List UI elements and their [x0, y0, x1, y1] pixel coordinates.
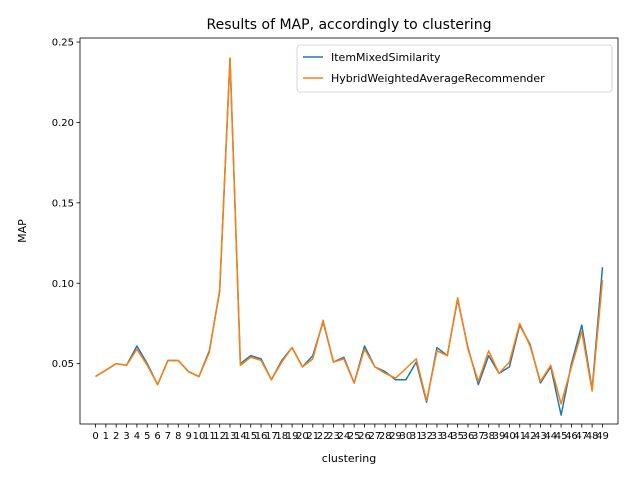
x-tick-label: 27 — [368, 431, 381, 442]
x-tick-label: 48 — [586, 431, 599, 442]
x-tick-label: 34 — [441, 431, 454, 442]
x-tick-label: 47 — [575, 431, 588, 442]
axes-layer: 0 1 2 3 4 5 6 7 8 9 101112131415161718192021222324… — [52, 37, 619, 442]
series-line-1 — [95, 57, 604, 405]
chart-title: Results of MAP, accordingly to clusterin… — [207, 17, 492, 33]
y-tick-label: 0.15 — [52, 198, 74, 209]
x-tick-label: 42 — [524, 431, 537, 442]
x-tick-label: 44 — [544, 431, 557, 442]
x-tick-label: 8 — [175, 431, 181, 442]
x-tick-label: 29 — [389, 431, 402, 442]
x-tick-label: 39 — [493, 431, 506, 442]
x-tick-label: 18 — [275, 431, 288, 442]
x-tick-label: 20 — [296, 431, 309, 442]
x-tick-label: 21 — [306, 431, 319, 442]
x-tick-label: 49 — [596, 431, 609, 442]
x-tick-label: 37 — [472, 431, 485, 442]
plot-frame — [79, 37, 619, 425]
x-tick-label: 10 — [193, 431, 206, 442]
x-tick-label: 28 — [379, 431, 392, 442]
x-tick-label: 30 — [400, 431, 413, 442]
legend-label-0: ItemMixedSimilarity — [331, 51, 441, 64]
x-tick-label: 26 — [358, 431, 371, 442]
x-tick-label: 15 — [244, 431, 257, 442]
x-tick-label: 23 — [327, 431, 340, 442]
x-tick-label: 14 — [234, 431, 247, 442]
y-tick-label: 0.10 — [52, 279, 74, 290]
x-tick-label: 12 — [213, 431, 226, 442]
legend-label-1: HybridWeightedAverageRecommender — [331, 72, 545, 85]
x-axis-label: clustering — [322, 452, 376, 465]
x-tick-label: 9 — [185, 431, 191, 442]
y-tick-label: 0.05 — [52, 359, 74, 370]
x-tick-label: 35 — [451, 431, 464, 442]
x-tick-label: 25 — [348, 431, 361, 442]
x-tick-label: 1 — [103, 431, 109, 442]
x-tick-label: 4 — [134, 431, 140, 442]
y-tick-label: 0.20 — [52, 118, 74, 129]
x-tick-label: 19 — [286, 431, 299, 442]
x-tick-label: 31 — [410, 431, 423, 442]
legend-box — [296, 44, 613, 93]
x-tick-label: 45 — [555, 431, 568, 442]
plot-layer — [95, 57, 604, 416]
x-tick-label: 33 — [431, 431, 444, 442]
x-tick-label: 7 — [165, 431, 171, 442]
y-axis-label: MAP — [16, 219, 29, 243]
x-tick-label: 36 — [462, 431, 475, 442]
x-tick-label: 6 — [154, 431, 160, 442]
x-tick-label: 38 — [482, 431, 495, 442]
x-tick-label: 11 — [203, 431, 216, 442]
x-tick-label: 40 — [503, 431, 516, 442]
x-tick-label: 43 — [534, 431, 547, 442]
x-tick-label: 2 — [113, 431, 119, 442]
x-tick-label: 22 — [317, 431, 330, 442]
x-tick-label: 13 — [224, 431, 237, 442]
x-tick-label: 24 — [337, 431, 350, 442]
x-tick-label: 46 — [565, 431, 578, 442]
x-tick-label: 3 — [123, 431, 129, 442]
x-tick-label: 16 — [255, 431, 268, 442]
legend: ItemMixedSimilarity HybridWeightedAverage… — [296, 44, 613, 93]
x-tick-label: 5 — [144, 431, 150, 442]
y-tick-label: 0.25 — [52, 38, 74, 49]
series-line-0 — [95, 57, 604, 416]
x-tick-label: 41 — [513, 431, 526, 442]
x-tick-label: 0 — [92, 431, 98, 442]
x-tick-label: 17 — [265, 431, 278, 442]
x-tick-label: 32 — [420, 431, 433, 442]
